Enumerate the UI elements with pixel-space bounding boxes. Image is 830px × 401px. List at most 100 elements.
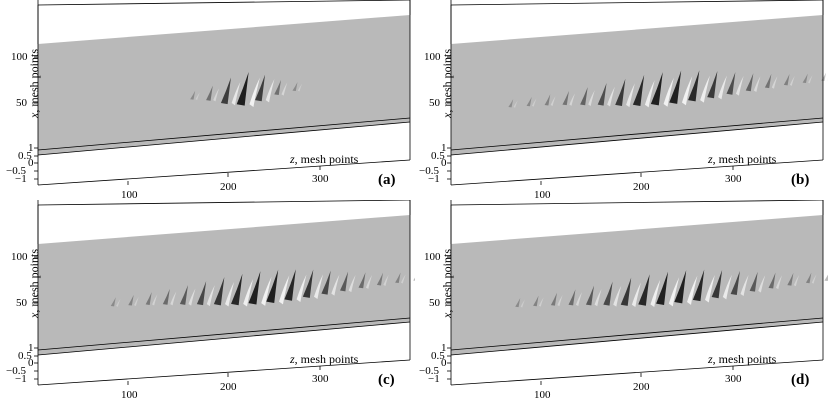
wave-crest-light [557,294,563,307]
wave-crest-dark [707,70,718,99]
x-tick-100-text: 100 [11,251,28,263]
wave-crest-light [195,92,200,101]
wave-crest-light [513,100,518,108]
v-tick-1: 0.5 [18,351,32,362]
wave-crest-light [116,298,121,307]
wave-crest-dark [196,281,207,306]
v-tick-text-4: −1 [15,173,27,185]
wave-crest-dark [266,269,279,304]
wave-crest-light [279,275,290,305]
wave-crest-light [594,288,602,307]
x-axis-text: , mesh points [27,49,41,113]
z-tick-100-text: 100 [121,189,138,201]
wave-crest-light [811,274,817,284]
wave-crest-light [213,88,220,102]
wave-crest-light [520,299,525,308]
v-tick-3: −0.5 [6,366,26,377]
wave-crest-dark [413,277,415,281]
wave-crest-dark [562,90,569,106]
v-tick-text-1: 0.5 [18,350,32,362]
z-tick-300: 300 [725,374,742,385]
panel-label-a: (a) [378,173,396,188]
v-tick-3: −0.5 [419,366,439,377]
wave-crest-dark [236,72,249,106]
wave-crest-dark [162,288,170,305]
wave-crest-light [700,75,710,103]
surface-plot-a [34,0,411,186]
v-tick-0: 1 [28,143,34,154]
v-tick-text-0: 1 [441,142,447,154]
z-tick-200-text: 200 [220,381,237,393]
wave-crest-dark [508,99,514,108]
x-tick-100-text: 100 [11,51,28,63]
wave-crest-dark [824,274,828,282]
wave-crest-dark [376,272,384,286]
v-tick-0: 1 [441,343,447,354]
wave-crest-dark [802,73,808,84]
v-tick-4: −1 [428,174,440,185]
wave-crest-light [281,82,288,96]
panel-b: x, mesh points z, mesh points 100 50 100 200 3… [413,0,828,201]
wave-crest-light [265,79,275,103]
wave-crest-light [538,297,544,307]
v-tick-text-0: 1 [28,142,34,154]
wave-crest-dark [321,270,331,295]
wave-crest-dark [213,277,225,306]
wave-crest-dark [768,272,776,289]
v-tick-1: 0.5 [431,351,445,362]
z-axis-text: , mesh points [712,152,777,166]
panel-a: x, mesh points z, mesh points 100 50 100 200 3… [0,0,415,201]
wave-crest-dark [568,289,576,306]
z-axis-label: z, mesh points [708,153,776,165]
z-tick-100: 100 [121,190,138,201]
z-tick-100: 100 [534,390,551,401]
v-tick-1: 0.5 [431,151,445,162]
x-axis-var: x [440,112,454,118]
wave-crest-dark [730,270,740,295]
x-axis-label: x, mesh points [440,49,454,118]
surface-plane [38,15,410,155]
x-axis-text: , mesh points [27,249,41,313]
wave-crest-light [753,76,761,93]
z-tick-200-text: 200 [633,381,650,393]
wave-crest-dark [533,295,539,307]
z-tick-300-text: 300 [725,373,742,385]
z-tick-300: 300 [725,174,742,185]
v-tick-text-1: 0.5 [431,150,445,162]
x-tick-100: 100 [424,52,441,63]
wave-crest-light [231,81,241,106]
z-axis-text: , mesh points [294,352,359,366]
wave-crest-dark [656,271,669,305]
wave-crest-light [550,96,556,107]
bounding-box [37,0,411,186]
wave-crest-light [663,77,674,107]
surface-plot-c [34,200,415,386]
x-tick-50: 50 [16,298,27,309]
panel-letter-text: (c) [378,372,395,388]
v-tick-text-0: 1 [441,342,447,354]
wave-crest-light [206,285,215,307]
wave-crest-light [735,75,744,96]
v-tick-text-4: −1 [428,173,440,185]
z-tick-200-text: 200 [633,181,650,193]
z-tick-200: 200 [633,382,650,393]
wave-crest-dark [284,269,296,301]
wave-packet [190,72,303,108]
x-axis-label: x, mesh points [440,249,454,318]
wave-crest-light [296,274,307,303]
wave-crest-dark [585,285,595,306]
v-tick-0: 1 [441,143,447,154]
wave-crest-light [243,278,254,307]
wave-crest-light [775,275,783,290]
wave-crest-light [569,93,576,106]
v-tick-text-4: −1 [428,373,440,385]
wave-crest-dark [110,297,116,307]
v-tick-text-4: −1 [15,373,27,385]
wave-crest-light [225,281,235,307]
wave-crest-dark [255,74,266,102]
wave-crest-light [400,274,406,284]
v-tick-2: 0 [28,358,34,369]
v-tick-text-1: 0.5 [431,350,445,362]
surface-plot-b [447,0,828,186]
